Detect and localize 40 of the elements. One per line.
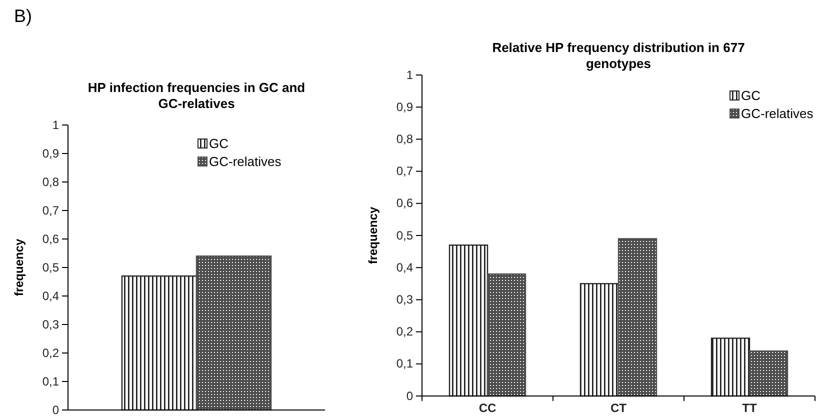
- legend-label: GC-relatives: [209, 154, 282, 169]
- bar: [448, 244, 488, 397]
- bar: [486, 273, 526, 397]
- y-tick-label: 0,1: [42, 374, 60, 388]
- y-axis-title: frequency: [366, 206, 380, 264]
- x-tick-label: TT: [742, 401, 758, 416]
- y-tick-label: 0,6: [42, 232, 60, 246]
- y-tick-label: 0,3: [396, 292, 414, 307]
- y-tick-label: 0,8: [42, 174, 60, 189]
- chart-title: Relative HP frequency distribution in 677 genotypes: [492, 40, 745, 71]
- y-tick-label: 0,8: [396, 132, 414, 146]
- x-tick-label: CT: [610, 401, 628, 416]
- y-tick-label: 0,4: [42, 288, 60, 303]
- y-tick-label: 0,2: [396, 324, 414, 339]
- legend-label: GC: [741, 88, 760, 103]
- y-tick-label: 0,1: [396, 356, 414, 371]
- text: B): [14, 6, 32, 26]
- chart-title: HP infection frequencies in GC and GC-relatives: [88, 80, 306, 111]
- y-tick-label: 0,9: [42, 146, 60, 160]
- y-tick-label: 1: [52, 118, 60, 132]
- y-tick-label: 0,4: [396, 260, 414, 274]
- y-tick-label: 0,3: [42, 317, 60, 332]
- y-tick-label: 0,5: [42, 260, 60, 274]
- y-tick-label: 0: [52, 402, 60, 417]
- y-tick-label: 0: [406, 388, 414, 403]
- y-tick-label: 1: [406, 68, 414, 82]
- y-tick-label: 0,5: [396, 228, 414, 242]
- y-tick-label: 0,2: [42, 346, 60, 360]
- bar: [580, 283, 620, 397]
- bar: [748, 350, 788, 397]
- bar: [710, 338, 750, 397]
- y-tick-label: 0,7: [42, 203, 60, 218]
- y-tick-label: 0,7: [396, 164, 414, 178]
- legend-label: GC: [209, 136, 228, 151]
- x-tick-label: CC: [478, 401, 496, 416]
- y-tick-label: 0,6: [396, 196, 414, 210]
- y-axis-title: frequency: [12, 238, 26, 296]
- y-tick-label: 0,9: [396, 100, 414, 114]
- bar: [618, 238, 658, 397]
- legend-label: GC-relatives: [741, 106, 814, 121]
